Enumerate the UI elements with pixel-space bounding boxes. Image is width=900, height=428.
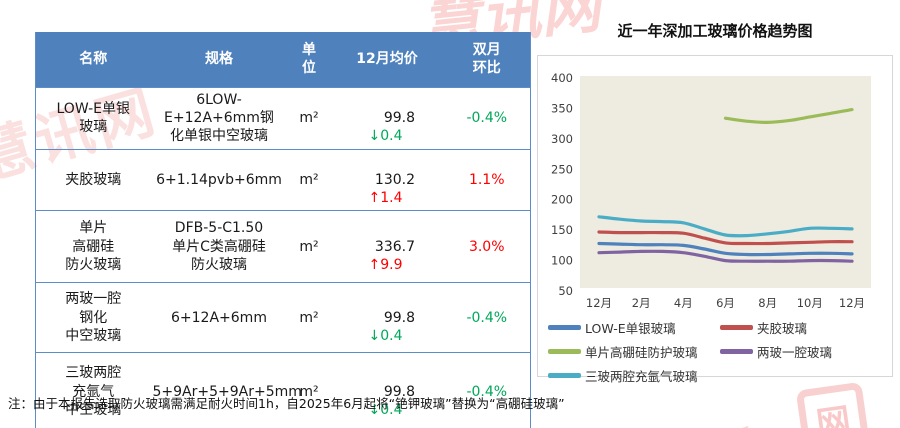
svg-text:12月: 12月 <box>586 296 612 310</box>
watermark-logo: 网 <box>795 381 871 428</box>
table-row: 三玻两腔 充氩气 中空玻璃 5+9Ar+5+9Ar+5mm m² 99.8↓0.… <box>35 352 531 428</box>
table-row: LOW-E单银 玻璃 6LOW-E+12A+6mm钢 化单银中空玻璃 m² 99… <box>35 87 531 150</box>
svg-text:12月: 12月 <box>839 296 865 310</box>
glass-name: LOW-E单银 玻璃 <box>35 87 151 150</box>
price-cell: 130.2↑1.4 <box>330 148 444 211</box>
price-change: ↓0.4 <box>368 128 403 145</box>
glass-spec: 6LOW-E+12A+6mm钢 化单银中空玻璃 <box>150 87 288 150</box>
price-cell: 336.7↑9.9 <box>330 210 444 283</box>
price-value: 99.8 <box>383 110 415 127</box>
svg-text:350: 350 <box>551 101 573 115</box>
glass-unit: m² <box>287 148 331 211</box>
price-value: 99.8 <box>383 309 415 326</box>
legend-label: 夹胶玻璃 <box>757 321 808 336</box>
legend-item: 夹胶玻璃 <box>720 318 892 337</box>
price-change: ↑9.9 <box>368 256 403 273</box>
glass-unit: m² <box>287 282 331 353</box>
glass-spec: 6+12A+6mm <box>150 282 288 353</box>
mom-value: 1.1% <box>443 148 531 211</box>
col-header-name: 名称 <box>35 32 151 88</box>
footnote: 注：由于本报告选取防火玻璃需满足耐火时间1h，自2025年6月起将“铯钾玻璃”替… <box>8 396 565 411</box>
mom-value: -0.4% <box>443 352 531 428</box>
mom-value: -0.4% <box>443 87 531 150</box>
svg-text:100: 100 <box>551 254 573 268</box>
mom-value: 3.0% <box>443 210 531 283</box>
legend-swatch <box>548 325 581 330</box>
price-value: 130.2 <box>374 171 415 188</box>
glass-name: 三玻两腔 充氩气 中空玻璃 <box>35 352 151 428</box>
legend-swatch <box>548 373 581 378</box>
chart-title: 近一年深加工玻璃价格趋势图 <box>617 22 813 40</box>
legend-label: LOW-E单银玻璃 <box>585 321 676 336</box>
svg-text:150: 150 <box>551 223 573 237</box>
legend-swatch <box>548 349 581 354</box>
glass-spec: 5+9Ar+5+9Ar+5mm <box>150 352 302 428</box>
mom-value: -0.4% <box>443 282 531 353</box>
svg-text:50: 50 <box>558 284 573 298</box>
price-change: ↑1.4 <box>368 189 403 206</box>
svg-text:10月: 10月 <box>797 296 823 310</box>
legend-label: 三玻两腔充氩气玻璃 <box>585 369 698 384</box>
legend-swatch <box>720 349 753 354</box>
col-header-bimonthly-mom: 双月 环比 <box>443 32 531 88</box>
legend-swatch <box>720 325 753 330</box>
svg-text:250: 250 <box>551 162 573 176</box>
price-value: 99.8 <box>383 383 415 400</box>
price-cell: 99.8↓0.4 <box>330 352 444 428</box>
legend-label: 两玻一腔玻璃 <box>757 345 833 360</box>
glass-unit: m² <box>287 352 331 428</box>
glass-name: 单片 高硼硅 防火玻璃 <box>35 210 151 283</box>
col-header-unit: 单 位 <box>287 32 331 88</box>
glass-unit: m² <box>287 210 331 283</box>
glass-unit: m² <box>287 87 331 150</box>
col-header-spec: 规格 <box>150 32 288 88</box>
legend-item: LOW-E单银玻璃 <box>548 318 720 337</box>
svg-text:8月: 8月 <box>758 296 777 310</box>
price-cell: 99.8↓0.4 <box>330 87 444 150</box>
price-value: 336.7 <box>374 238 415 255</box>
table-row: 夹胶玻璃 6+1.14pvb+6mm m² 130.2↑1.4 1.1% <box>35 148 531 211</box>
glass-name: 夹胶玻璃 <box>35 148 151 211</box>
chart-legend: LOW-E单银玻璃 夹胶玻璃单片高硼硅防护玻璃 两玻一腔玻璃三玻两腔充氩气玻璃 <box>538 312 892 385</box>
svg-text:6月: 6月 <box>716 296 735 310</box>
legend-label: 单片高硼硅防护玻璃 <box>585 345 698 360</box>
price-change: ↓0.4 <box>368 327 403 344</box>
table-row: 单片 高硼硅 防火玻璃 DFB-5-C1.50 单片C类高硼硅 防火玻璃 m² … <box>35 210 531 283</box>
svg-text:200: 200 <box>551 193 573 207</box>
svg-text:400: 400 <box>551 71 573 85</box>
table-row: 两玻一腔 钢化 中空玻璃 6+12A+6mm m² 99.8↓0.4 -0.4% <box>35 282 531 353</box>
glass-spec: 6+1.14pvb+6mm <box>150 148 288 211</box>
svg-text:300: 300 <box>551 132 573 146</box>
price-cell: 99.8↓0.4 <box>330 282 444 353</box>
glass-spec: DFB-5-C1.50 单片C类高硼硅 防火玻璃 <box>150 210 288 283</box>
legend-item: 三玻两腔充氩气玻璃 <box>548 366 720 385</box>
svg-text:4月: 4月 <box>674 296 693 310</box>
price-table: 名称 规格 单 位 12月均价 双月 环比 LOW-E单银 玻璃 6LOW-E+… <box>35 32 531 428</box>
legend-item: 两玻一腔玻璃 <box>720 342 892 361</box>
table-header-row: 名称 规格 单 位 12月均价 双月 环比 <box>35 32 531 88</box>
glass-name: 两玻一腔 钢化 中空玻璃 <box>35 282 151 353</box>
trend-chart-panel: 400 350 300 250 200 150 100 50 12月 2月 4月 6月 8月 10月 12月… <box>537 55 893 384</box>
col-header-dec-avg-price: 12月均价 <box>330 32 444 88</box>
legend-item: 单片高硼硅防护玻璃 <box>548 342 720 361</box>
svg-text:2月: 2月 <box>632 296 651 310</box>
price-change: ↓0.4 <box>368 401 403 418</box>
trend-chart: 400 350 300 250 200 150 100 50 12月 2月 4月 6月 8月 10月 12月 <box>551 71 871 310</box>
